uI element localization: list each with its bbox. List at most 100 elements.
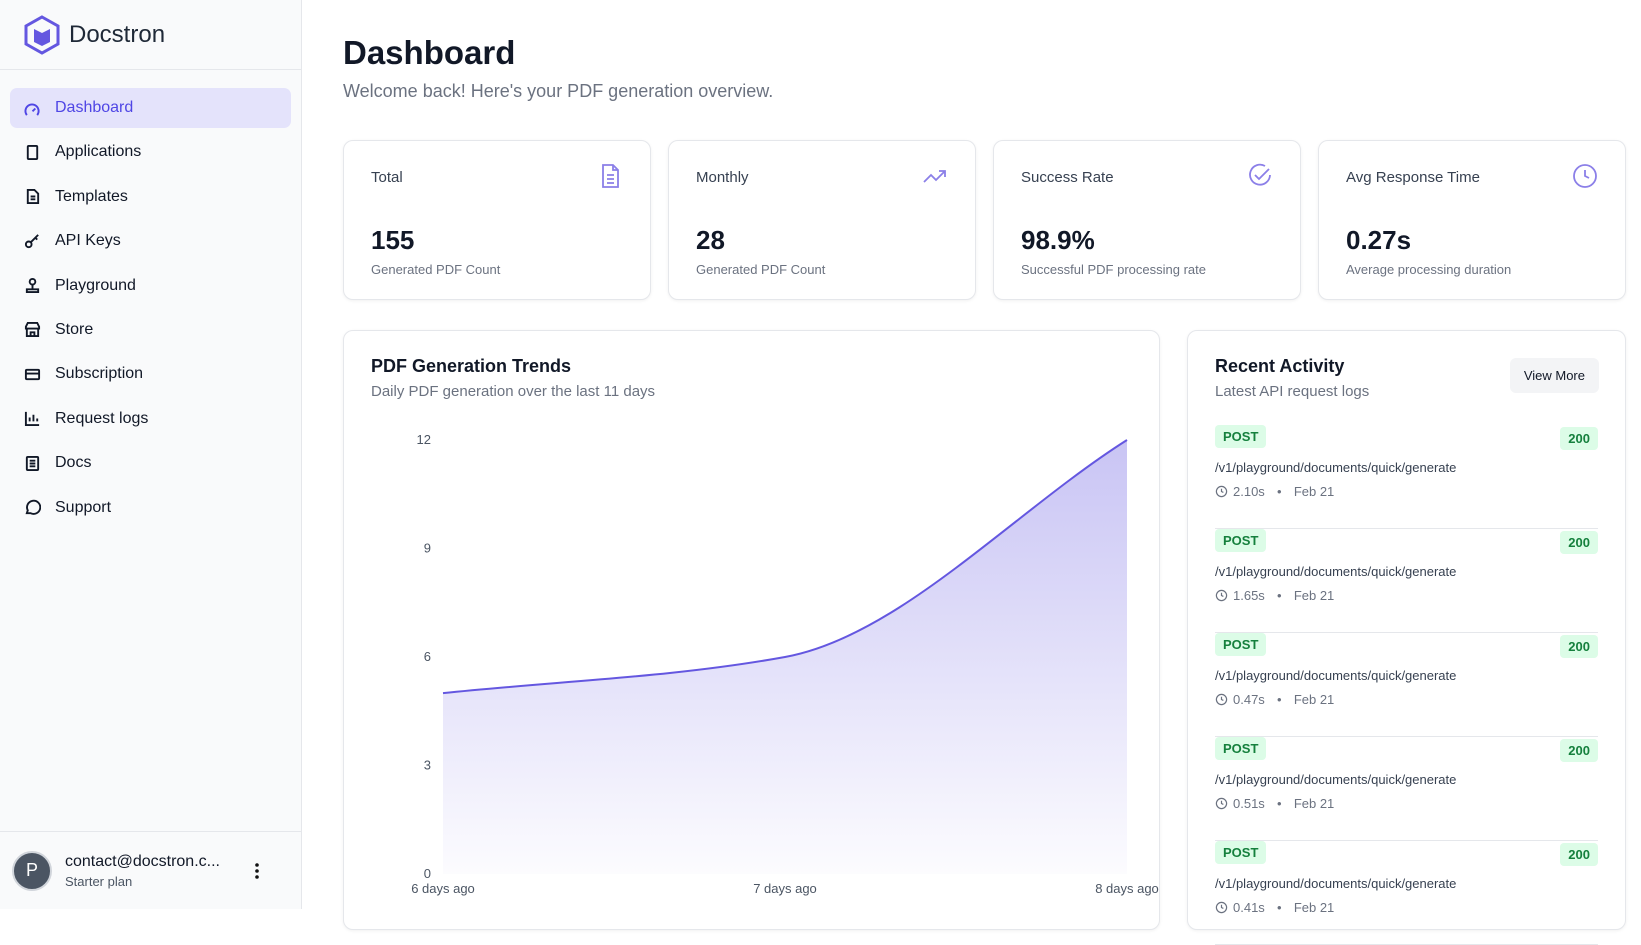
stat-value: 98.9% <box>1021 225 1095 255</box>
request-path: /v1/playground/documents/quick/generate <box>1215 668 1457 683</box>
nav-item[interactable]: Dashboard <box>10 88 291 128</box>
user[interactable]: P contact@docstron.c... Starter plan <box>0 831 301 909</box>
method-badge: POST <box>1215 529 1267 552</box>
duration: 2.10s <box>1233 484 1265 499</box>
clock-icon <box>1215 589 1228 602</box>
status-badge: 200 <box>1560 739 1598 762</box>
avatar: P <box>12 850 52 891</box>
activity-item[interactable]: POST 200/v1/playground/documents/quick/ge… <box>1215 633 1598 737</box>
nav-item[interactable]: Applications <box>10 132 291 172</box>
request-meta: 1.65s • Feb 21 <box>1215 588 1334 603</box>
separator-dot: • <box>1269 484 1289 499</box>
nav-item[interactable]: Subscription <box>10 354 291 394</box>
request-path: /v1/playground/documents/quick/generate <box>1215 876 1457 891</box>
date: Feb 21 <box>1293 588 1335 603</box>
stat-icon <box>923 170 946 183</box>
method-badge: POST <box>1215 425 1267 448</box>
user-email: contact@docstron.c... <box>65 852 220 870</box>
y-tick-label: 0 <box>424 866 431 881</box>
chart-card: PDF Generation Trends Daily PDF generati… <box>343 330 1160 930</box>
nav-item[interactable]: Support <box>10 488 291 528</box>
nav-item[interactable]: Docs <box>10 443 291 483</box>
stat-caption: Average processing duration <box>1346 262 1512 277</box>
duration: 1.65s <box>1233 588 1265 603</box>
x-tick-label: 6 days ago <box>411 881 475 896</box>
activity-item[interactable]: POST 200/v1/playground/documents/quick/ge… <box>1215 425 1598 529</box>
nav-icon <box>24 412 40 427</box>
nav-icon <box>24 233 39 248</box>
request-meta: 0.41s • Feb 21 <box>1215 900 1334 915</box>
nav-icon <box>25 455 40 471</box>
activity-item[interactable]: POST 200/v1/playground/documents/quick/ge… <box>1215 529 1598 633</box>
stat-icon <box>1573 164 1597 188</box>
clock-icon <box>1215 797 1228 810</box>
activity-item[interactable]: POST 200/v1/playground/documents/quick/ge… <box>1215 841 1598 945</box>
stat-icon <box>1249 163 1271 186</box>
stat-label: Monthly <box>696 169 749 186</box>
stat-label: Avg Response Time <box>1346 169 1480 186</box>
duration: 0.41s <box>1233 900 1265 915</box>
stat-caption: Successful PDF processing rate <box>1021 262 1206 277</box>
nav-icon <box>24 102 40 116</box>
nav-item[interactable]: Templates <box>10 177 291 217</box>
request-path: /v1/playground/documents/quick/generate <box>1215 772 1457 787</box>
brand[interactable]: Docstron <box>0 0 301 70</box>
nav-label: Support <box>55 498 112 516</box>
brand-name: Docstron <box>69 20 166 48</box>
activity-subtitle: Latest API request logs <box>1215 383 1370 400</box>
method-badge: POST <box>1215 633 1267 656</box>
nav-label: Templates <box>55 187 128 205</box>
separator-dot: • <box>1269 692 1289 707</box>
nav-item[interactable]: Playground <box>10 266 291 306</box>
nav-item[interactable]: API Keys <box>10 221 291 261</box>
date: Feb 21 <box>1293 692 1335 707</box>
request-path: /v1/playground/documents/quick/generate <box>1215 564 1457 579</box>
stat-value: 155 <box>371 225 415 255</box>
activity-item[interactable]: POST 200/v1/playground/documents/quick/ge… <box>1215 737 1598 841</box>
separator-dot: • <box>1269 900 1289 915</box>
stat-label: Success Rate <box>1021 169 1114 186</box>
y-tick-label: 9 <box>424 541 431 556</box>
y-tick-label: 3 <box>424 758 431 773</box>
menu-icon[interactable] <box>247 861 267 881</box>
status-badge: 200 <box>1560 531 1598 554</box>
nav-icon <box>24 368 41 381</box>
x-tick-label: 7 days ago <box>753 881 817 896</box>
date: Feb 21 <box>1293 796 1335 811</box>
nav-label: Request logs <box>55 409 149 427</box>
nav-icon <box>26 144 39 160</box>
stat-value: 0.27s <box>1346 225 1412 255</box>
separator-dot: • <box>1269 588 1289 603</box>
request-path: /v1/playground/documents/quick/generate <box>1215 460 1457 475</box>
logo <box>24 14 60 55</box>
request-meta: 0.47s • Feb 21 <box>1215 692 1334 707</box>
request-meta: 0.51s • Feb 21 <box>1215 796 1334 811</box>
x-tick-label: 8 days ago <box>1095 881 1159 896</box>
date: Feb 21 <box>1293 484 1335 499</box>
nav-label: Store <box>55 320 94 338</box>
activity-card: Recent Activity Latest API request logs … <box>1187 330 1626 945</box>
chart-subtitle: Daily PDF generation over the last 11 da… <box>371 383 656 400</box>
nav-icon <box>26 189 40 205</box>
chart: 0 3 6 9 12 6 days ago 7 days ago 8 days ago <box>411 432 1159 896</box>
view-more-button[interactable]: View More <box>1509 358 1599 393</box>
nav-label: Playground <box>55 276 136 294</box>
method-badge: POST <box>1215 737 1267 760</box>
chart-title: PDF Generation Trends <box>371 356 572 376</box>
status-badge: 200 <box>1560 843 1598 866</box>
y-tick-label: 12 <box>417 432 431 447</box>
y-tick-label: 6 <box>424 649 431 664</box>
nav-icon <box>25 499 41 515</box>
user-plan: Starter plan <box>65 873 133 889</box>
page-title: Dashboard <box>343 34 516 71</box>
duration: 0.47s <box>1233 692 1265 707</box>
status-badge: 200 <box>1560 635 1598 658</box>
separator-dot: • <box>1269 796 1289 811</box>
nav-icon <box>24 322 41 338</box>
nav-item[interactable]: Request logs <box>10 399 291 439</box>
nav-label: Dashboard <box>55 99 134 116</box>
nav-item[interactable]: Store <box>10 310 291 350</box>
stat-caption: Generated PDF Count <box>371 262 501 277</box>
stat-card: Total 155 Generated PDF Count <box>343 140 651 300</box>
